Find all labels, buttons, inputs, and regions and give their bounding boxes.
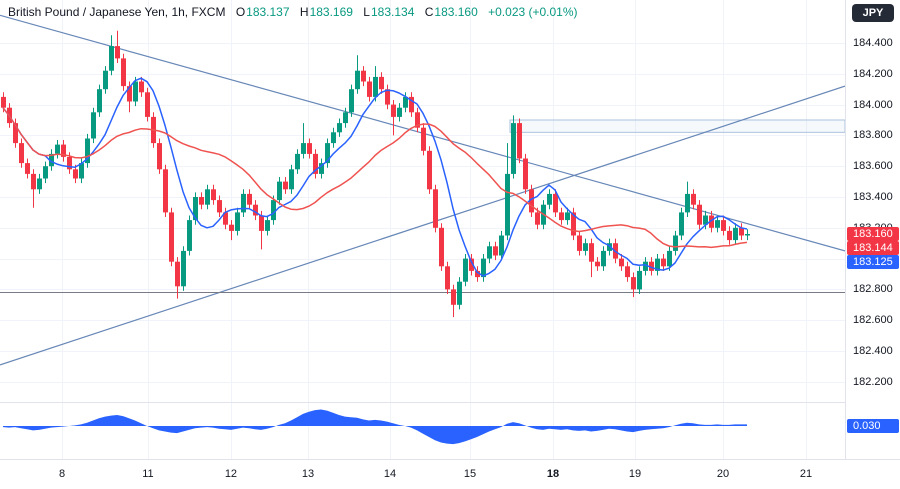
indicator-value-badge: 0.030: [847, 419, 899, 433]
price-tick-label: 182.400: [853, 345, 893, 357]
time-tick-label: 11: [142, 468, 154, 480]
price-tick-label: 182.600: [853, 314, 893, 327]
time-tick-label: 19: [628, 468, 642, 480]
symbol-legend: British Pound / Japanese Yen, 1h, FXCM O…: [8, 5, 578, 19]
price-tick-label: 183.600: [853, 160, 893, 173]
price-tick-label: 184.000: [853, 98, 893, 111]
symbol-title[interactable]: British Pound / Japanese Yen, 1h, FXCM: [8, 5, 226, 19]
price-tick-label: 182.200: [853, 375, 893, 388]
time-axis[interactable]: 8 11 12 13 14 15 18 19 20 21: [0, 459, 900, 489]
price-tick-label: 183.800: [853, 129, 893, 142]
open-label: O: [235, 5, 246, 19]
high-label: H: [299, 5, 309, 19]
low-value: 183.134: [370, 5, 415, 19]
time-tick-label: 15: [463, 468, 477, 480]
open-value: 183.137: [246, 5, 290, 19]
low-label: L: [363, 5, 370, 19]
time-tick-label: 14: [383, 468, 397, 480]
price-badge: 183.160: [847, 226, 899, 241]
price-badge: 183.144: [847, 240, 899, 255]
currency-badge[interactable]: JPY: [852, 4, 894, 22]
price-badge: 183.125: [847, 254, 899, 269]
high-value: 183.169: [309, 5, 353, 19]
price-tick-label: 183.400: [853, 191, 893, 203]
candlestick-chart[interactable]: [0, 0, 845, 459]
time-tick-label: 20: [716, 468, 730, 480]
time-tick-label: 12: [224, 468, 238, 480]
price-tick-label: 184.400: [853, 37, 893, 49]
time-tick-label: 21: [799, 468, 813, 480]
time-tick-label: 8: [58, 468, 66, 480]
price-tick-label: 184.200: [853, 67, 893, 80]
change-value: +0.023 (+0.01%): [488, 5, 578, 19]
time-tick-label: 13: [301, 468, 315, 480]
close-value: 183.160: [434, 5, 478, 19]
close-label: C: [424, 5, 434, 19]
time-tick-label: 18: [546, 468, 560, 480]
price-tick-label: 182.800: [853, 283, 893, 296]
price-axis[interactable]: JPY 184.400 184.200 184.000 183.800 183.600 1…: [845, 0, 900, 459]
